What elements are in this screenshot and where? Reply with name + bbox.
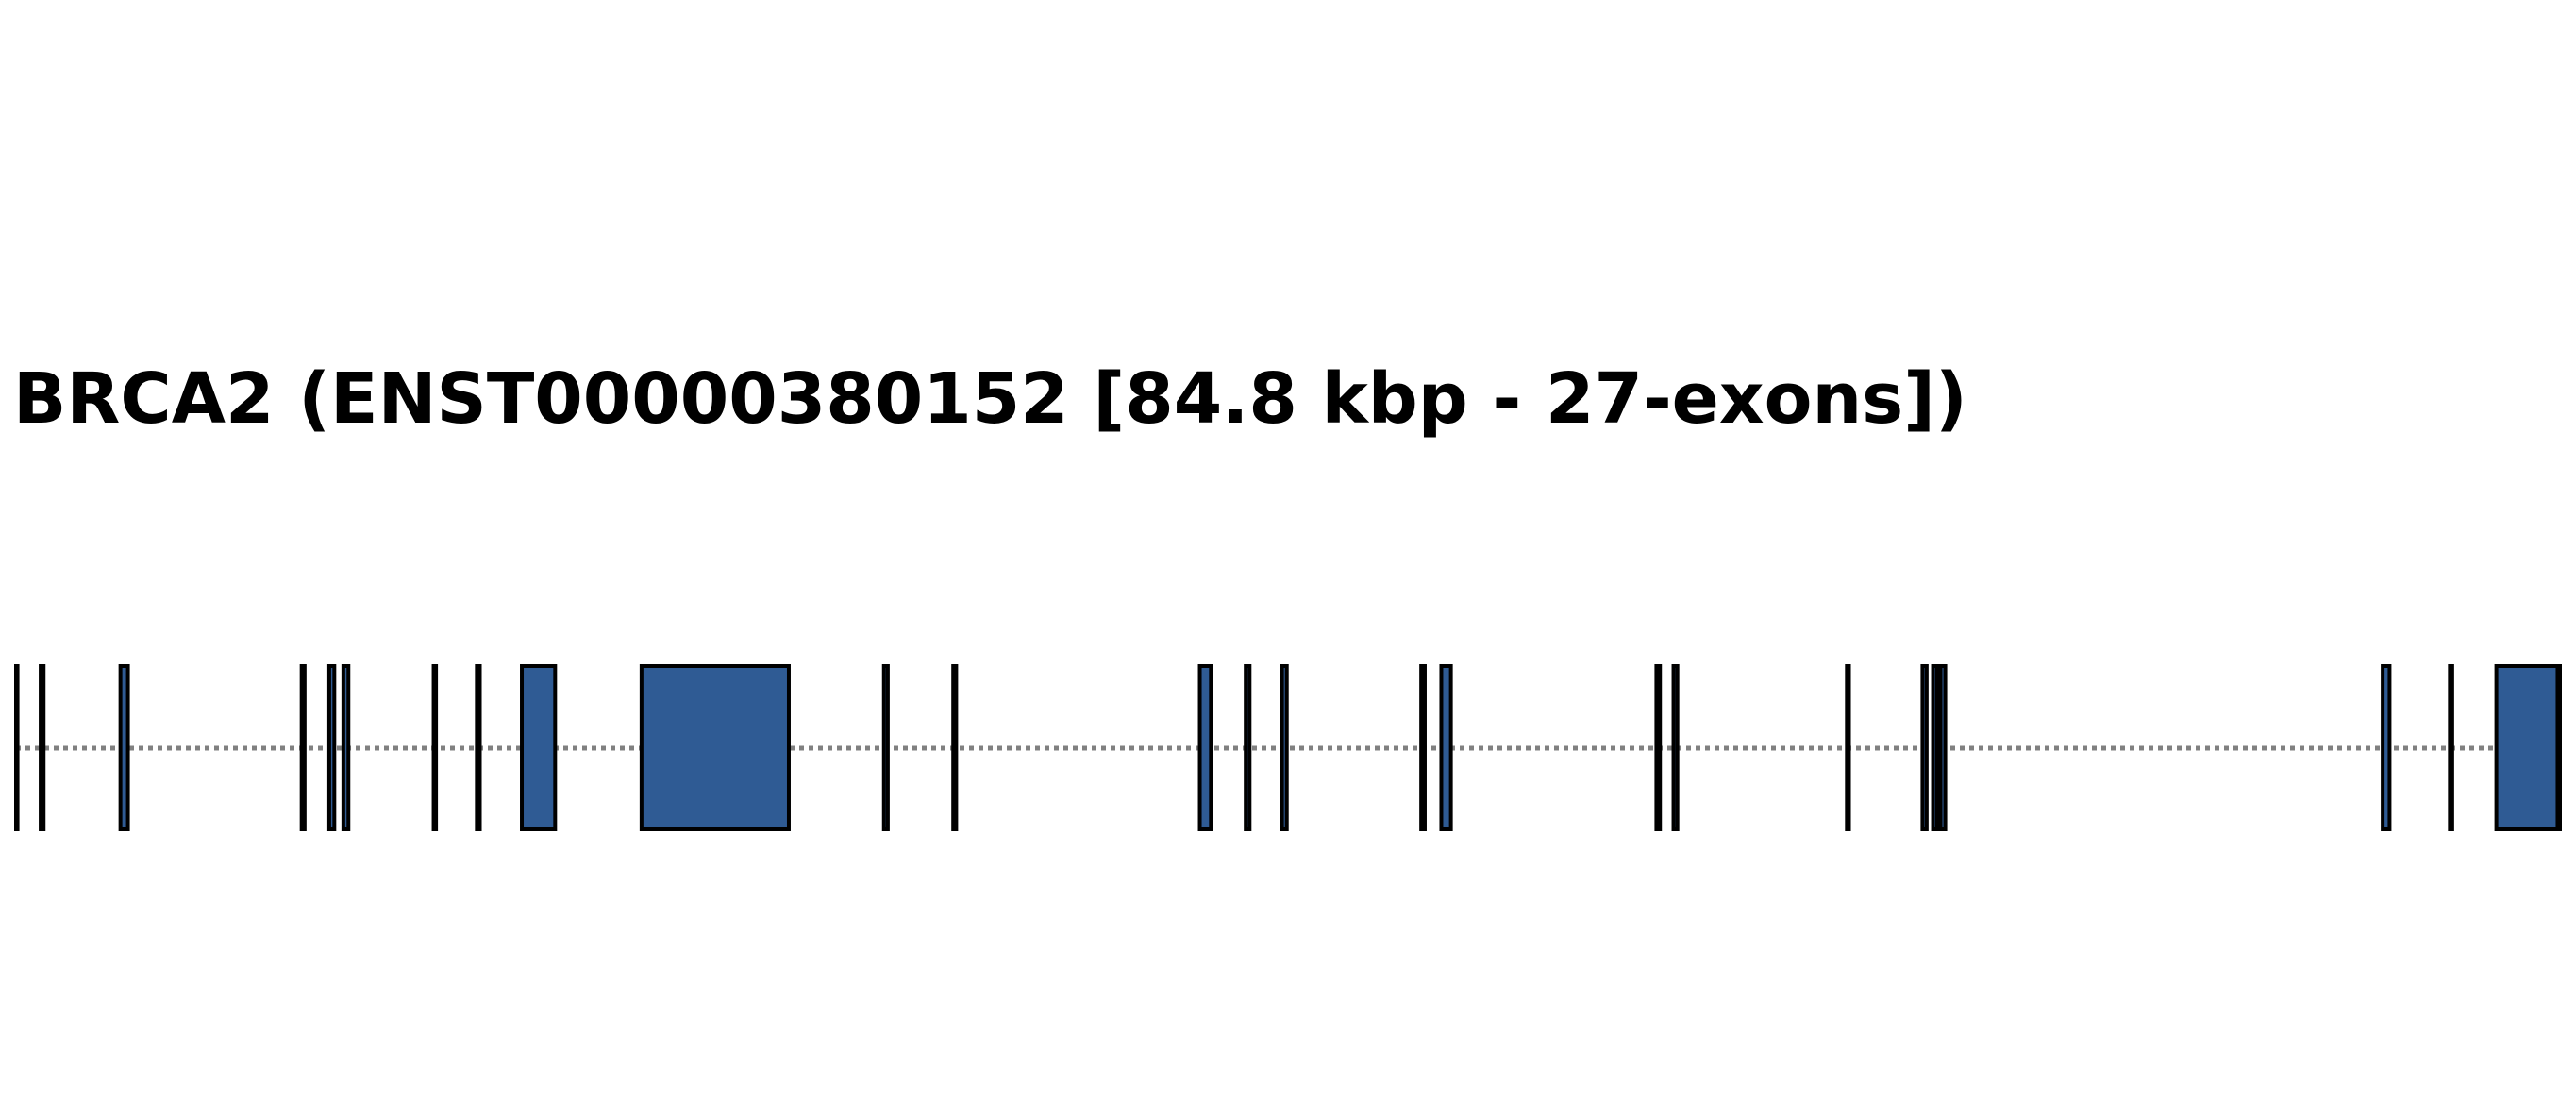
exon-21 (1920, 664, 1929, 831)
diagram-title: BRCA2 (ENST00000380152 [84.8 kbp - 27-ex… (13, 358, 1967, 440)
exon-13 (1197, 664, 1213, 831)
exon-20 (1845, 664, 1851, 831)
exon-15 (1280, 664, 1289, 831)
exon-9 (520, 664, 558, 831)
exon-11 (881, 664, 890, 831)
exon-16 (1419, 664, 1427, 831)
exon-25 (2448, 664, 2454, 831)
exon-7 (431, 664, 439, 831)
exon-14 (1244, 664, 1252, 831)
exon-8 (475, 664, 482, 831)
exon-18 (1654, 664, 1663, 831)
exon-19 (1671, 664, 1680, 831)
exon-group (14, 664, 2563, 831)
exon-3 (118, 664, 130, 831)
exon-24 (2381, 664, 2392, 831)
exon-6 (341, 664, 351, 831)
exon-23 (1938, 664, 1948, 831)
exon-22 (1931, 664, 1939, 831)
exon-12 (951, 664, 959, 831)
exon-2 (39, 664, 46, 831)
exon-4 (299, 664, 307, 831)
exon-5 (326, 664, 337, 831)
exon-17 (1439, 664, 1453, 831)
exon-1 (14, 664, 20, 831)
exon-26 (2494, 664, 2560, 831)
exon-27 (2556, 664, 2563, 831)
exon-10 (639, 664, 791, 831)
